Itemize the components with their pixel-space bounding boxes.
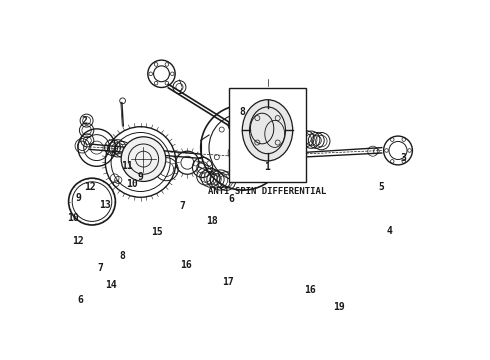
Text: 11: 11 (121, 161, 133, 171)
Text: 8: 8 (240, 107, 245, 117)
Text: 7: 7 (179, 201, 185, 211)
Text: 14: 14 (105, 280, 117, 290)
Text: 16: 16 (180, 260, 192, 270)
Text: 15: 15 (151, 227, 163, 237)
Text: 10: 10 (67, 213, 79, 223)
Text: 12: 12 (84, 182, 96, 192)
Text: 19: 19 (333, 302, 345, 312)
Bar (229, 88, 306, 182)
Text: 7: 7 (98, 263, 103, 273)
Ellipse shape (242, 100, 293, 161)
Text: 12: 12 (72, 236, 84, 246)
Text: 8: 8 (119, 251, 125, 261)
Text: 2: 2 (82, 116, 88, 126)
Text: 5: 5 (378, 182, 384, 192)
Text: 9: 9 (76, 193, 82, 203)
Text: 18: 18 (206, 216, 218, 226)
Text: 16: 16 (304, 285, 316, 295)
Text: 1: 1 (264, 162, 270, 172)
Text: ANTI SPIN DIFFERENTIAL: ANTI SPIN DIFFERENTIAL (208, 188, 327, 197)
Text: 3: 3 (400, 153, 406, 163)
Text: 6: 6 (229, 194, 235, 204)
Text: 9: 9 (138, 172, 144, 182)
Text: 13: 13 (98, 200, 110, 210)
Text: 4: 4 (387, 226, 392, 236)
Text: 17: 17 (222, 276, 234, 287)
Circle shape (121, 137, 166, 181)
Text: 10: 10 (126, 179, 138, 189)
Text: 6: 6 (77, 294, 83, 305)
